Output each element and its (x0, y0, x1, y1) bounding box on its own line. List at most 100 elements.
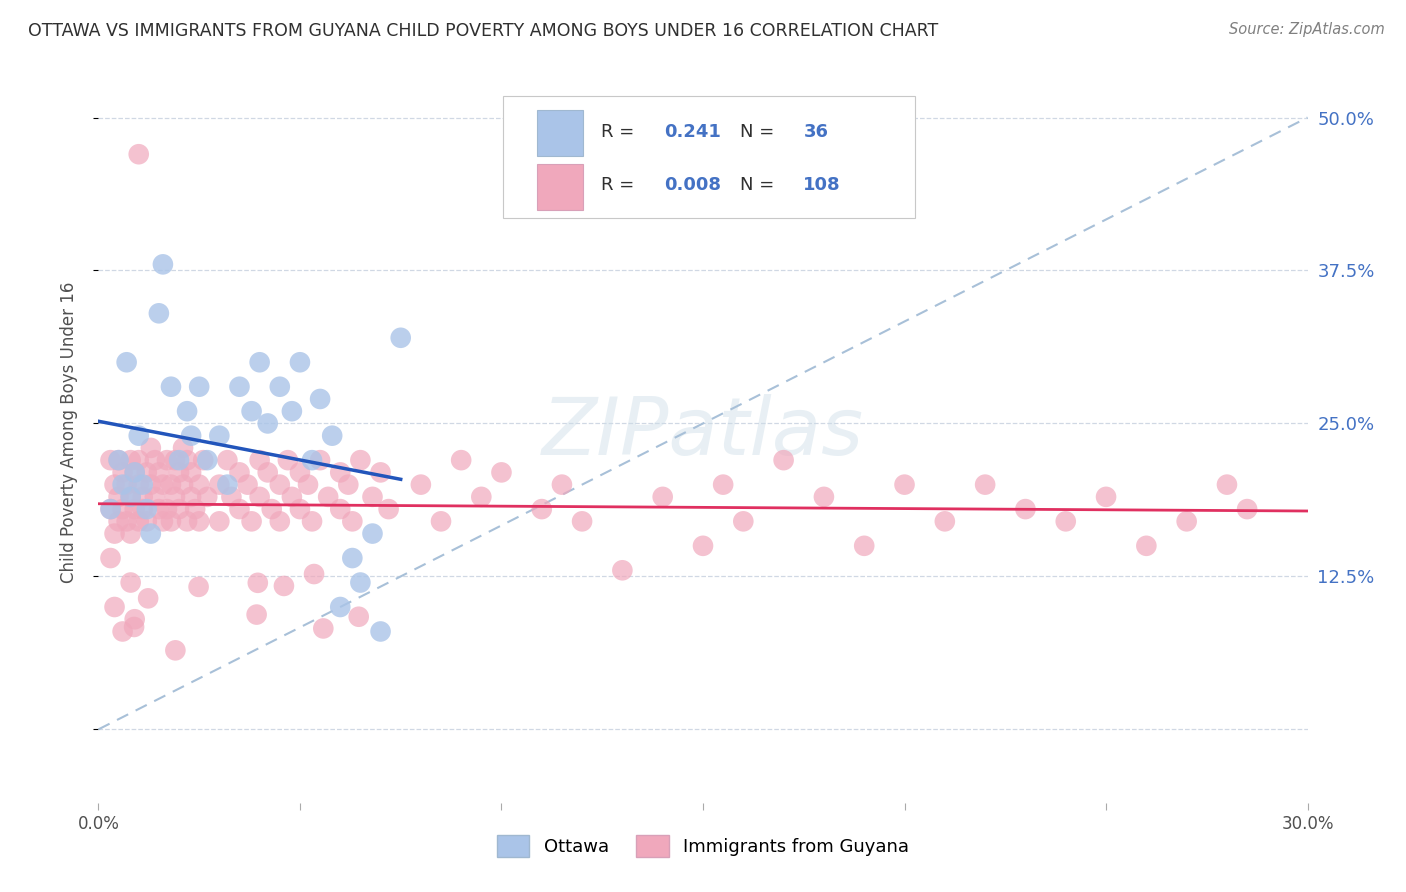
Point (246, 607, 269, 622)
Point (188, 380, 211, 394)
Point (160, 514, 183, 528)
Point (316, 490, 339, 504)
Point (430, 514, 453, 528)
Text: N =: N = (741, 122, 780, 141)
Point (135, 502, 157, 516)
Point (132, 477, 155, 491)
Point (103, 526, 125, 541)
Point (934, 514, 956, 528)
Point (893, 477, 915, 491)
Point (128, 477, 150, 491)
Point (208, 477, 231, 491)
Point (139, 441, 162, 455)
Point (651, 490, 673, 504)
Text: 36: 36 (803, 122, 828, 141)
Point (148, 306, 170, 320)
Point (115, 355, 138, 369)
Point (180, 466, 202, 480)
Point (1175, 514, 1198, 528)
Point (135, 466, 157, 480)
Point (156, 502, 179, 516)
Point (288, 466, 311, 480)
Point (240, 514, 263, 528)
Point (152, 477, 174, 491)
Point (107, 514, 129, 528)
Point (309, 392, 332, 406)
Point (349, 575, 371, 590)
Point (281, 404, 304, 418)
Point (269, 514, 291, 528)
Point (571, 514, 593, 528)
Point (120, 453, 142, 467)
Point (269, 380, 291, 394)
Point (195, 453, 218, 467)
Point (124, 612, 146, 626)
Text: OTTAWA VS IMMIGRANTS FROM GUYANA CHILD POVERTY AMONG BOYS UNDER 16 CORRELATION C: OTTAWA VS IMMIGRANTS FROM GUYANA CHILD P… (28, 22, 938, 40)
Point (370, 466, 392, 480)
Point (772, 453, 794, 467)
Point (187, 580, 209, 594)
Point (180, 428, 202, 442)
Point (321, 428, 343, 442)
Point (128, 514, 150, 528)
Point (361, 526, 384, 541)
Point (122, 620, 145, 634)
Point (132, 502, 155, 516)
Point (733, 514, 755, 528)
Point (1095, 490, 1118, 504)
Point (974, 477, 997, 491)
Point (111, 502, 134, 516)
Point (249, 453, 271, 467)
Point (692, 539, 714, 553)
Point (1135, 539, 1157, 553)
Point (128, 428, 150, 442)
Point (530, 502, 553, 516)
Point (152, 257, 174, 271)
Point (107, 490, 129, 504)
Point (115, 514, 138, 528)
Point (124, 466, 146, 480)
Point (309, 453, 332, 467)
Point (184, 502, 207, 516)
Point (124, 502, 146, 516)
Point (249, 355, 271, 369)
Point (349, 453, 371, 467)
Point (176, 514, 198, 528)
Point (195, 490, 218, 504)
Point (103, 599, 125, 614)
Point (228, 380, 250, 394)
Point (329, 466, 352, 480)
Point (240, 404, 263, 418)
Point (329, 599, 352, 614)
Y-axis label: Child Poverty Among Boys Under 16: Child Poverty Among Boys Under 16 (59, 282, 77, 583)
FancyBboxPatch shape (503, 95, 915, 218)
Point (1054, 514, 1077, 528)
Point (301, 453, 323, 467)
Point (132, 490, 155, 504)
Point (135, 514, 157, 528)
Point (228, 502, 250, 516)
Point (100, 453, 122, 467)
Point (128, 453, 150, 467)
Point (853, 539, 876, 553)
Text: R =: R = (602, 122, 640, 141)
Point (160, 477, 183, 491)
Point (136, 591, 159, 606)
Point (342, 514, 364, 528)
Point (120, 490, 142, 504)
Point (221, 490, 243, 504)
Point (160, 380, 183, 394)
Point (256, 466, 278, 480)
Point (302, 567, 325, 582)
Point (148, 466, 170, 480)
Point (260, 502, 283, 516)
Point (1014, 502, 1036, 516)
Point (180, 490, 202, 504)
Point (491, 466, 513, 480)
Point (389, 331, 412, 345)
Point (176, 453, 198, 467)
Point (120, 575, 142, 590)
Point (163, 490, 186, 504)
Point (256, 417, 278, 431)
Point (337, 477, 360, 491)
